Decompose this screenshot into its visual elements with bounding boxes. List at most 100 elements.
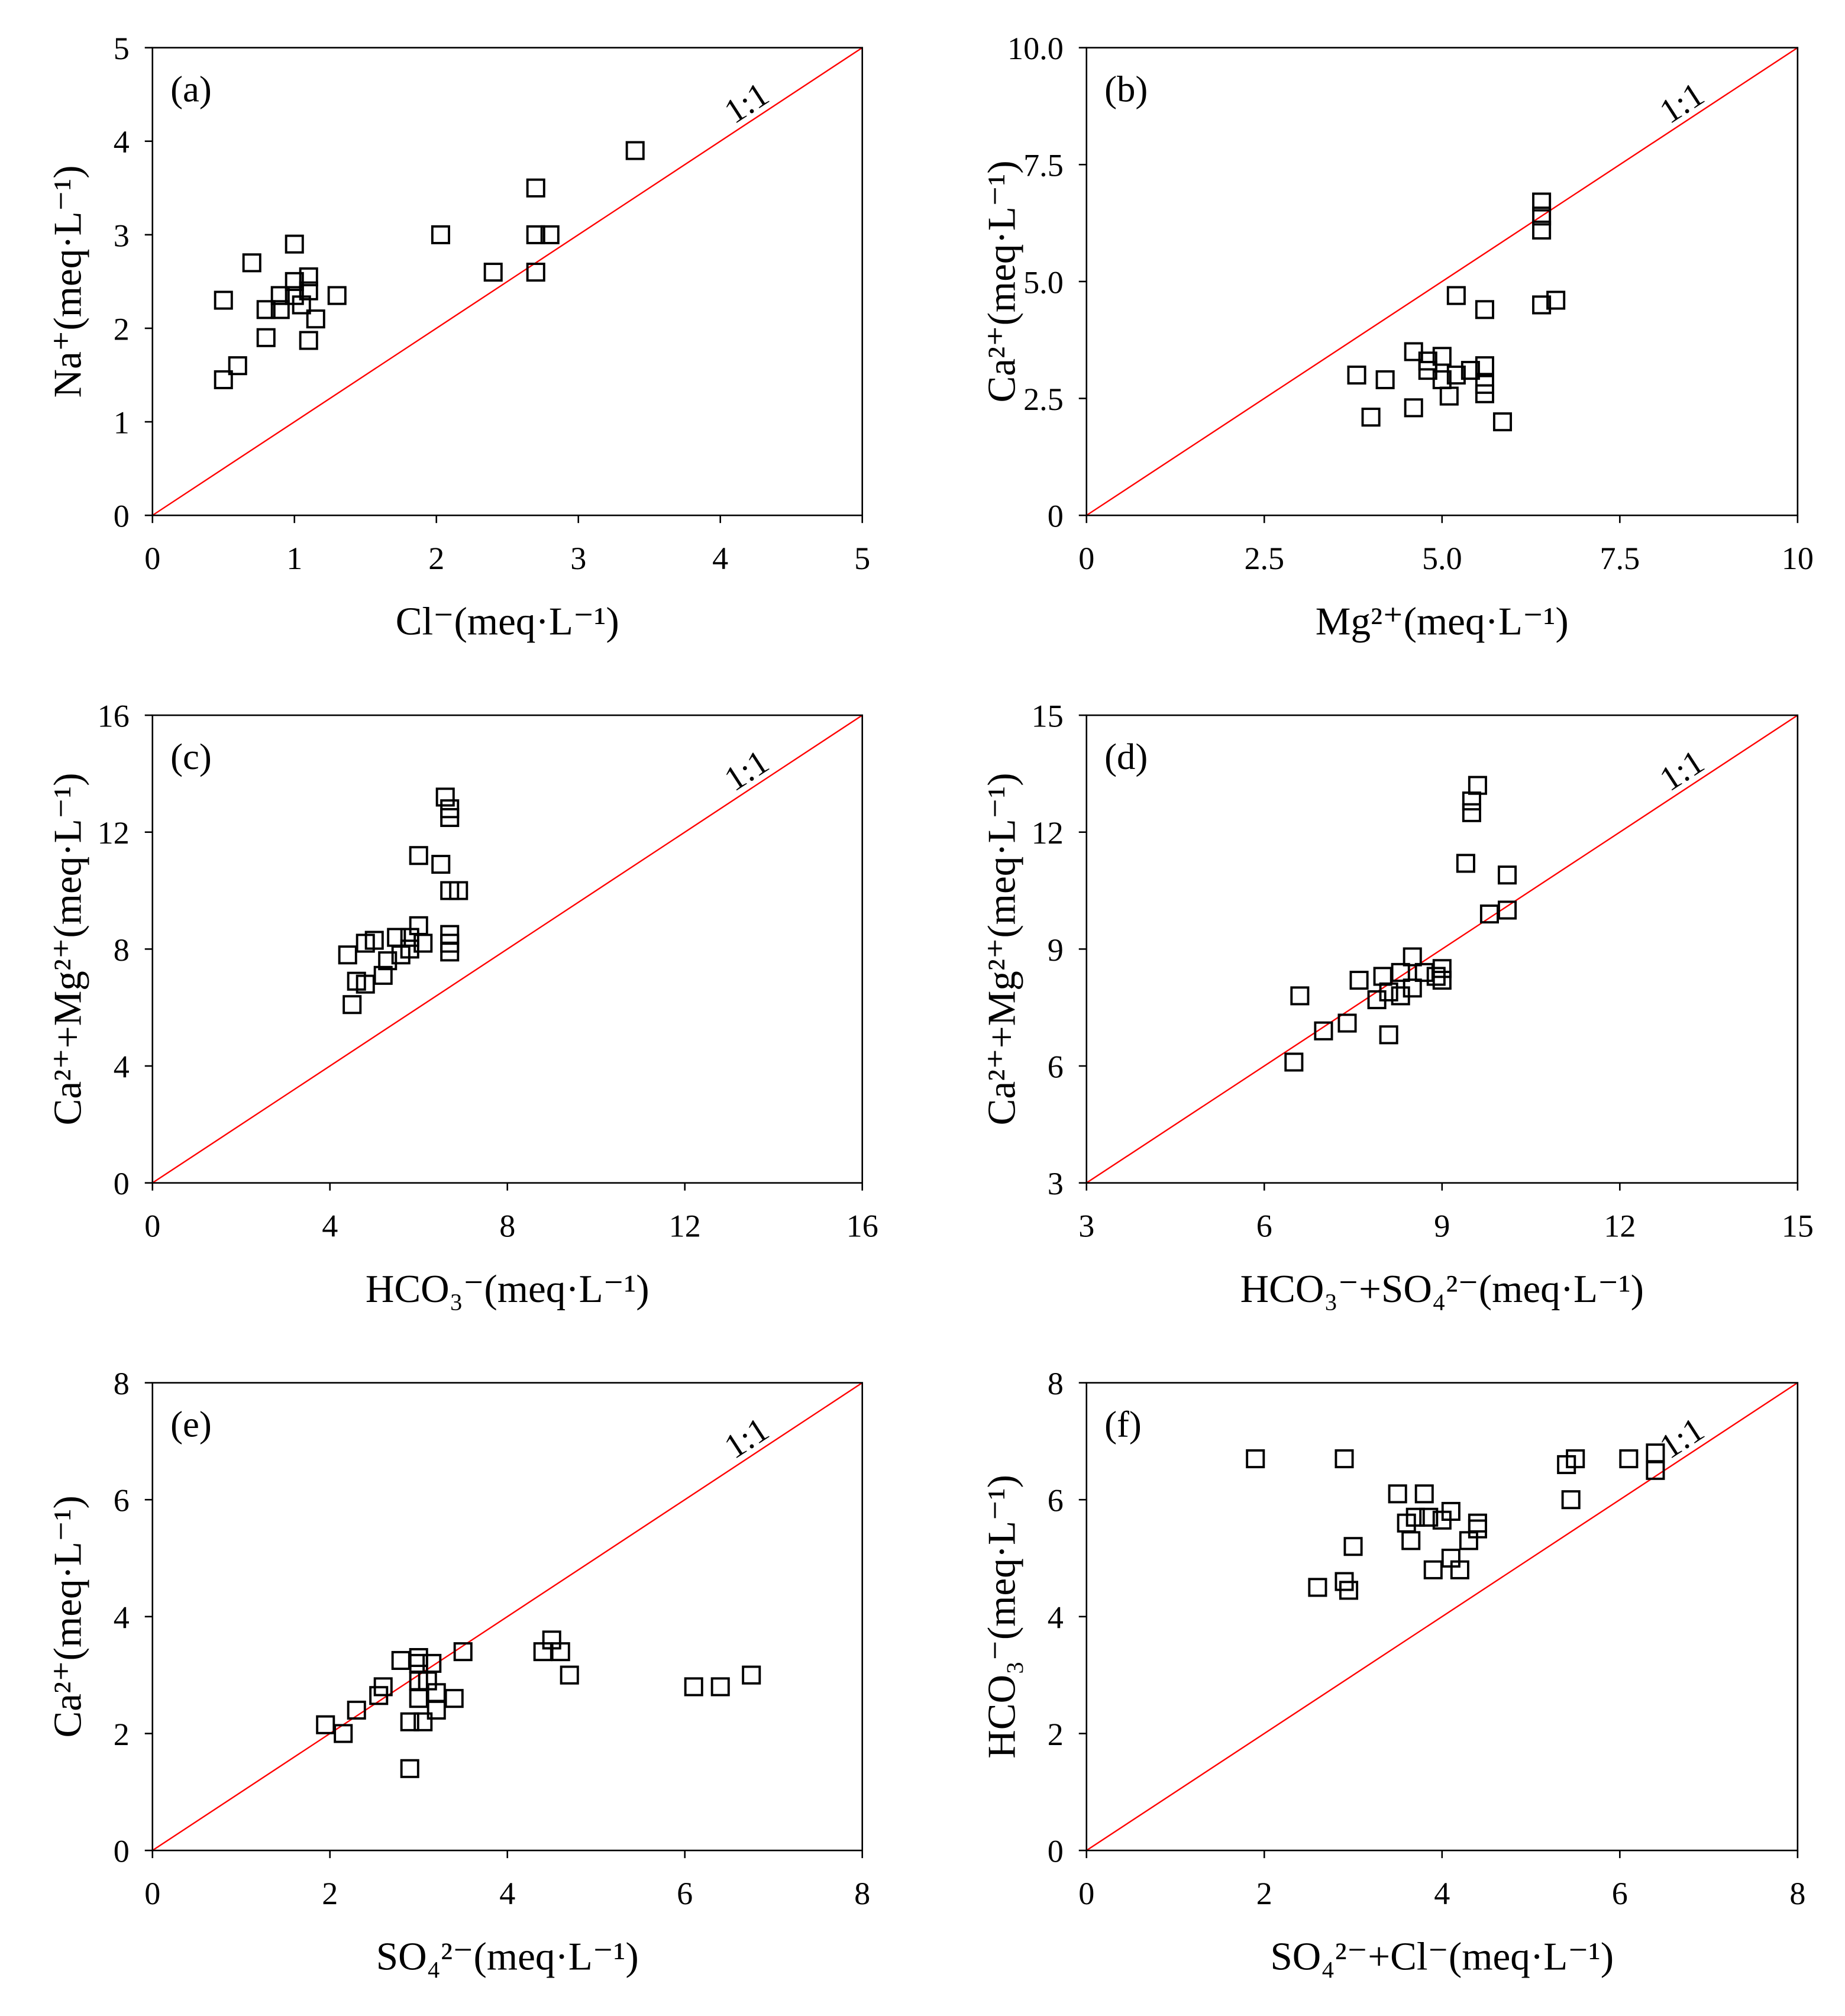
y-tick-label: 2 bbox=[114, 1717, 130, 1752]
data-point bbox=[483, 263, 503, 282]
data-point bbox=[1314, 1021, 1333, 1041]
data-point bbox=[1308, 1578, 1327, 1597]
y-axis-label: Na⁺(meq·L⁻¹) bbox=[45, 165, 89, 398]
data-point bbox=[526, 178, 545, 198]
data-point bbox=[373, 965, 393, 985]
panel-label: (b) bbox=[1104, 69, 1148, 110]
chart-panel-a: 0 1 2 3 4 5 0 1 2 3 4 5 Cl⁻(meq·L⁻¹) Na⁺(meq·L⁻¹) (a) 1… bbox=[45, 31, 870, 644]
data-point bbox=[413, 933, 433, 953]
x-tick-label: 3 bbox=[570, 541, 586, 576]
data-point bbox=[1446, 286, 1466, 305]
data-point bbox=[270, 300, 290, 319]
y-tick-label: 0 bbox=[1048, 499, 1064, 534]
data-point bbox=[1475, 384, 1494, 403]
one-to-one-line bbox=[152, 1382, 863, 1852]
data-point bbox=[1468, 776, 1487, 795]
data-point bbox=[242, 253, 261, 273]
panel-label: (f) bbox=[1104, 1404, 1142, 1445]
data-point bbox=[1432, 347, 1452, 366]
data-point bbox=[1401, 1531, 1421, 1550]
data-point bbox=[214, 290, 233, 310]
data-point bbox=[1339, 1581, 1359, 1600]
data-point bbox=[1379, 1025, 1398, 1045]
data-point bbox=[1462, 803, 1481, 822]
one-to-one-label: 1:1 bbox=[1653, 1410, 1711, 1466]
data-point bbox=[364, 931, 384, 950]
panel-label: (e) bbox=[170, 1404, 212, 1445]
x-tick-label: 1 bbox=[286, 541, 302, 576]
x-tick-label: 9 bbox=[1434, 1209, 1450, 1244]
data-point bbox=[316, 1715, 335, 1734]
data-point bbox=[1423, 1560, 1443, 1579]
data-point bbox=[1532, 206, 1552, 226]
x-tick-label: 0 bbox=[1078, 541, 1094, 576]
data-point bbox=[292, 295, 311, 315]
data-point bbox=[1462, 791, 1481, 811]
y-axis-label: Ca²⁺+Mg²⁺(meq·L⁻¹) bbox=[45, 773, 89, 1125]
data-point bbox=[1290, 986, 1310, 1006]
data-point bbox=[625, 141, 645, 160]
data-point bbox=[1532, 220, 1552, 240]
data-point bbox=[214, 370, 233, 389]
x-tick-label: 8 bbox=[1789, 1876, 1805, 1911]
one-to-one-line bbox=[1086, 1382, 1798, 1852]
data-point bbox=[1439, 386, 1459, 406]
y-tick-label: 2 bbox=[114, 311, 130, 347]
x-tick-label: 3 bbox=[1078, 1209, 1094, 1244]
y-tick-label: 2.5 bbox=[1023, 382, 1064, 417]
data-point bbox=[551, 1642, 570, 1662]
data-point bbox=[1492, 412, 1513, 432]
y-tick-label: 15 bbox=[1032, 699, 1064, 734]
data-point bbox=[1349, 971, 1369, 990]
x-axis-label: Mg²⁺(meq·L⁻¹) bbox=[1316, 599, 1569, 644]
data-point bbox=[1373, 967, 1392, 986]
data-point bbox=[285, 234, 304, 254]
data-point bbox=[710, 1677, 730, 1697]
data-point bbox=[1432, 959, 1452, 978]
data-point bbox=[431, 855, 451, 874]
x-tick-label: 6 bbox=[1256, 1209, 1272, 1244]
data-point bbox=[453, 1642, 473, 1662]
y-axis-label: Ca²⁺+Mg²⁺(meq·L⁻¹) bbox=[979, 773, 1023, 1125]
y-tick-label: 0 bbox=[114, 499, 130, 534]
data-point bbox=[400, 1712, 419, 1731]
one-to-one-line bbox=[1086, 715, 1798, 1184]
data-point bbox=[1335, 1449, 1354, 1469]
data-point bbox=[1388, 1484, 1407, 1504]
x-tick-label: 4 bbox=[322, 1209, 338, 1244]
data-point bbox=[1403, 947, 1422, 967]
y-tick-label: 9 bbox=[1048, 932, 1064, 968]
plot-frame bbox=[151, 47, 863, 516]
data-point bbox=[1450, 1560, 1469, 1579]
data-point bbox=[1446, 365, 1466, 385]
x-tick-label: 7.5 bbox=[1600, 541, 1640, 576]
data-point bbox=[228, 356, 247, 376]
x-tick-label: 0 bbox=[144, 1209, 160, 1244]
data-point bbox=[409, 846, 428, 865]
data-point bbox=[1405, 1507, 1425, 1527]
x-tick-label: 2 bbox=[428, 541, 444, 576]
data-point bbox=[1468, 1513, 1487, 1533]
data-point bbox=[526, 225, 545, 244]
data-point bbox=[338, 945, 357, 965]
data-point bbox=[1337, 1013, 1357, 1033]
data-point bbox=[1456, 854, 1475, 873]
data-point bbox=[1461, 361, 1480, 380]
x-tick-label: 12 bbox=[669, 1209, 701, 1244]
x-axis-label: Cl⁻(meq·L⁻¹) bbox=[396, 599, 619, 644]
data-point bbox=[1379, 982, 1398, 1001]
x-tick-label: 2 bbox=[322, 1876, 338, 1911]
data-point bbox=[684, 1677, 703, 1697]
data-point bbox=[400, 1759, 419, 1778]
y-tick-label: 6 bbox=[1048, 1049, 1064, 1085]
data-point bbox=[306, 309, 325, 329]
y-tick-label: 8 bbox=[114, 1366, 130, 1401]
data-point bbox=[1475, 300, 1494, 319]
y-tick-label: 4 bbox=[114, 1600, 130, 1635]
chart-panel-b: 0 2.5 5.0 7.5 10 0 2.5 5.0 7.5 10.0 Mg²⁺(meq·L⁻¹) C… bbox=[979, 31, 1813, 644]
x-tick-label: 16 bbox=[846, 1209, 878, 1244]
data-point bbox=[1284, 1052, 1304, 1072]
y-tick-label: 1 bbox=[114, 405, 130, 441]
x-tick-label: 5 bbox=[854, 541, 870, 576]
data-point bbox=[342, 995, 362, 1015]
